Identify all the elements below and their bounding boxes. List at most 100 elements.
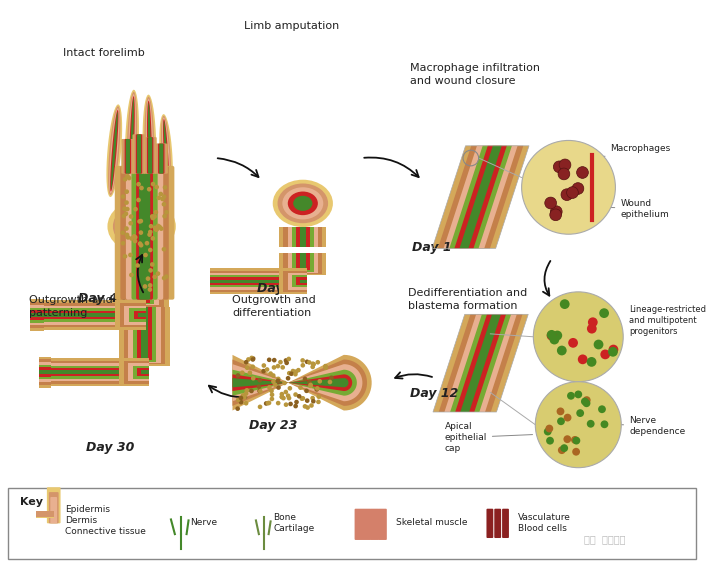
- Polygon shape: [433, 314, 528, 412]
- Circle shape: [302, 404, 307, 409]
- Circle shape: [156, 195, 161, 200]
- Polygon shape: [233, 355, 372, 411]
- Circle shape: [148, 232, 152, 237]
- Circle shape: [138, 219, 143, 223]
- Text: Dedifferentiation and
blastema formation: Dedifferentiation and blastema formation: [408, 288, 528, 311]
- FancyBboxPatch shape: [284, 271, 307, 292]
- Circle shape: [235, 407, 240, 411]
- Circle shape: [244, 360, 248, 364]
- Circle shape: [261, 363, 266, 368]
- Circle shape: [154, 227, 159, 232]
- Circle shape: [310, 364, 315, 369]
- Circle shape: [600, 349, 610, 359]
- Circle shape: [249, 389, 253, 393]
- Polygon shape: [147, 100, 152, 191]
- Circle shape: [161, 196, 165, 202]
- Circle shape: [557, 345, 567, 355]
- FancyBboxPatch shape: [288, 227, 318, 273]
- FancyBboxPatch shape: [145, 137, 155, 174]
- Polygon shape: [163, 120, 168, 190]
- Polygon shape: [233, 369, 357, 396]
- FancyBboxPatch shape: [39, 362, 51, 382]
- Circle shape: [300, 396, 305, 401]
- FancyBboxPatch shape: [37, 313, 114, 317]
- FancyBboxPatch shape: [210, 280, 279, 283]
- Circle shape: [280, 365, 285, 369]
- FancyBboxPatch shape: [279, 227, 326, 275]
- Ellipse shape: [118, 208, 165, 244]
- Circle shape: [294, 400, 299, 404]
- Polygon shape: [148, 103, 151, 189]
- Circle shape: [291, 369, 295, 373]
- Circle shape: [568, 338, 578, 348]
- FancyBboxPatch shape: [114, 254, 168, 308]
- Circle shape: [150, 236, 156, 240]
- Circle shape: [287, 357, 291, 361]
- Circle shape: [535, 382, 621, 468]
- FancyBboxPatch shape: [30, 313, 44, 317]
- Circle shape: [315, 387, 319, 392]
- Polygon shape: [125, 90, 139, 197]
- FancyBboxPatch shape: [296, 227, 310, 271]
- Circle shape: [587, 324, 597, 333]
- FancyBboxPatch shape: [39, 359, 51, 385]
- Polygon shape: [109, 108, 120, 194]
- FancyBboxPatch shape: [124, 360, 148, 384]
- FancyBboxPatch shape: [37, 303, 114, 327]
- Circle shape: [557, 417, 565, 425]
- Circle shape: [153, 214, 157, 219]
- Circle shape: [293, 404, 298, 408]
- Circle shape: [521, 140, 616, 234]
- Ellipse shape: [273, 180, 333, 227]
- FancyBboxPatch shape: [210, 271, 279, 292]
- FancyBboxPatch shape: [134, 311, 146, 320]
- Circle shape: [294, 369, 298, 374]
- Circle shape: [244, 391, 248, 396]
- Circle shape: [145, 241, 149, 246]
- Circle shape: [273, 383, 277, 387]
- Circle shape: [148, 287, 152, 292]
- Circle shape: [276, 385, 281, 390]
- Text: Macrophage infiltration
and wound closure: Macrophage infiltration and wound closur…: [410, 63, 540, 86]
- Circle shape: [315, 360, 320, 365]
- Text: Day 1: Day 1: [413, 241, 452, 254]
- Polygon shape: [129, 96, 135, 191]
- Polygon shape: [454, 146, 507, 248]
- Circle shape: [572, 183, 584, 194]
- Circle shape: [138, 242, 143, 246]
- FancyBboxPatch shape: [134, 254, 150, 303]
- FancyBboxPatch shape: [292, 275, 307, 287]
- Text: Key: Key: [19, 497, 42, 507]
- Circle shape: [545, 197, 557, 209]
- Polygon shape: [450, 314, 511, 412]
- Circle shape: [256, 384, 261, 389]
- FancyBboxPatch shape: [36, 510, 54, 517]
- Polygon shape: [455, 314, 506, 412]
- Text: Nerve: Nerve: [191, 518, 217, 528]
- Circle shape: [564, 414, 572, 421]
- Text: Day 23: Day 23: [249, 419, 297, 432]
- Text: Limb amputation: Limb amputation: [244, 21, 339, 31]
- Circle shape: [162, 276, 166, 280]
- Circle shape: [154, 185, 159, 190]
- Circle shape: [308, 383, 313, 387]
- Polygon shape: [162, 118, 170, 194]
- FancyBboxPatch shape: [125, 139, 131, 174]
- Circle shape: [549, 335, 559, 344]
- FancyBboxPatch shape: [284, 227, 323, 274]
- FancyBboxPatch shape: [37, 311, 114, 320]
- Circle shape: [246, 357, 251, 362]
- FancyBboxPatch shape: [37, 305, 114, 324]
- Circle shape: [136, 198, 141, 202]
- Circle shape: [276, 364, 280, 368]
- Circle shape: [122, 214, 126, 218]
- Circle shape: [587, 357, 596, 367]
- Text: Nerve
dependence: Nerve dependence: [621, 416, 685, 436]
- Circle shape: [124, 226, 129, 231]
- FancyBboxPatch shape: [288, 273, 307, 289]
- Circle shape: [317, 395, 321, 399]
- Polygon shape: [459, 146, 502, 248]
- Circle shape: [575, 391, 582, 399]
- Circle shape: [546, 425, 553, 432]
- Polygon shape: [130, 98, 134, 188]
